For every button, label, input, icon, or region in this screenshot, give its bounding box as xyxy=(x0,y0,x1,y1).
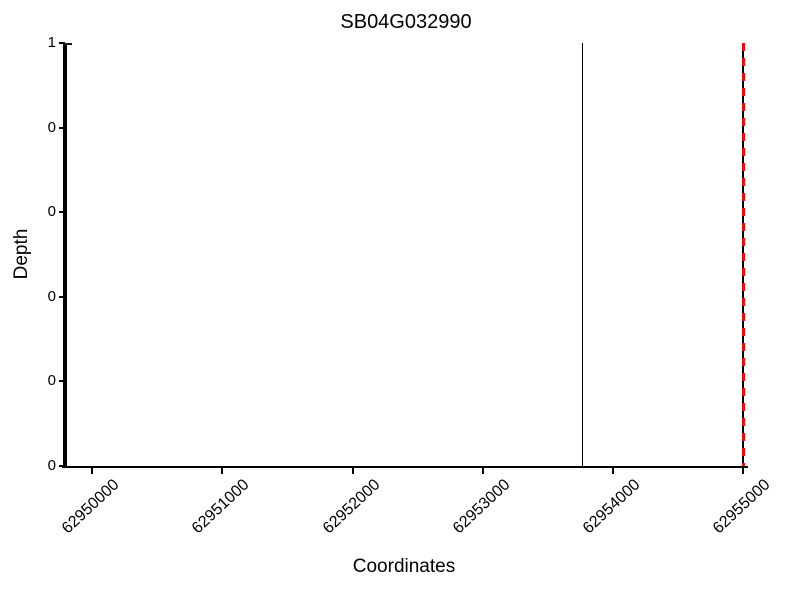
x-tick-label: 62951000 xyxy=(189,476,253,538)
y-tick-label: 0 xyxy=(47,203,56,221)
x-tick xyxy=(612,468,615,474)
y-tick-label: 0 xyxy=(47,287,56,305)
x-tick xyxy=(481,468,484,474)
boundary-marker xyxy=(741,43,746,466)
depth-spike-start xyxy=(62,43,67,466)
y-tick-label: 1 xyxy=(47,34,56,51)
x-tick xyxy=(221,468,224,474)
x-tick xyxy=(742,468,745,474)
x-tick-label: 62953000 xyxy=(449,476,514,538)
y-tick xyxy=(59,465,65,467)
y-tick xyxy=(59,380,65,383)
y-axis-title: Depth xyxy=(11,228,32,280)
y-tick-label: 0 xyxy=(47,118,56,136)
x-axis-title: Coordinates xyxy=(352,556,456,577)
depth-spike-start-cap xyxy=(62,43,72,45)
y-tick xyxy=(59,42,65,44)
depth-spike-mid xyxy=(581,43,584,466)
y-tick xyxy=(59,126,65,129)
x-axis-line xyxy=(62,466,748,468)
x-tick xyxy=(91,468,93,474)
plot-title: SB04G032990 xyxy=(340,11,472,33)
y-tick xyxy=(59,211,65,214)
x-tick-label: 62955000 xyxy=(710,476,774,538)
x-tick xyxy=(351,468,354,474)
x-tick-label: 62954000 xyxy=(579,476,644,538)
x-tick-label: 62952000 xyxy=(319,476,384,538)
x-tick-label: 62950000 xyxy=(58,476,123,538)
y-tick-label: 0 xyxy=(47,457,56,474)
y-tick xyxy=(59,295,65,298)
y-tick-label: 0 xyxy=(47,372,56,390)
